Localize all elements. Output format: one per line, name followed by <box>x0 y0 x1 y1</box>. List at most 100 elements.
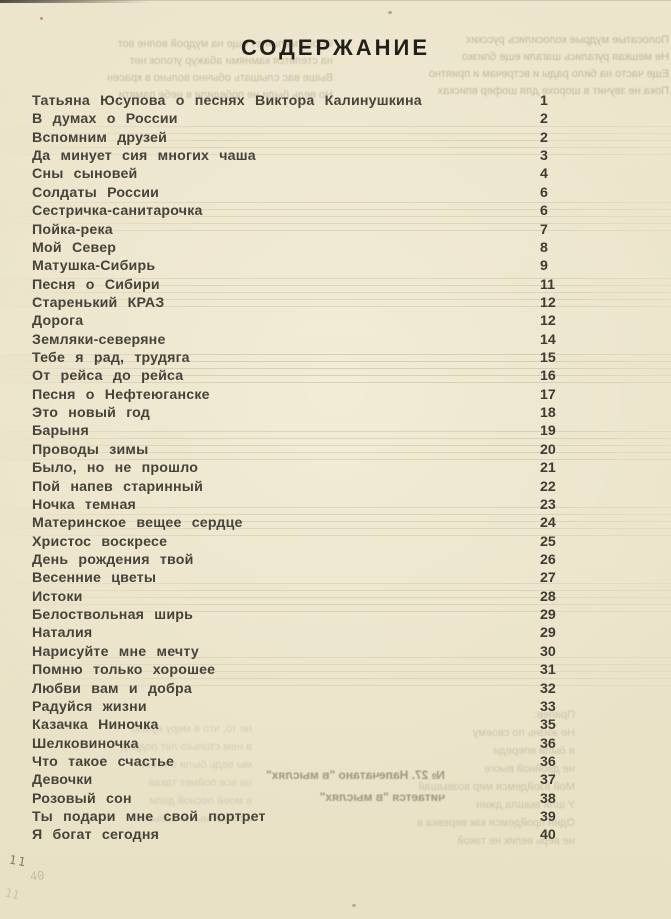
toc-entry-title: Барыня <box>32 423 89 440</box>
toc-entry-title: Материнское вещее сердце <box>32 515 243 532</box>
toc-row: Христос воскресе 25 <box>0 533 671 551</box>
toc-entry-title: Было, но не прошло <box>32 460 199 477</box>
toc-row: Пойка-река 7 <box>0 221 671 239</box>
toc-entry-page-number: 7 <box>540 221 548 238</box>
toc-entry-page-number: 29 <box>540 607 556 624</box>
toc-entry-title: Вспомним друзей <box>32 129 168 146</box>
toc-entry-page-number: 25 <box>540 533 556 550</box>
toc-row: Песня о Сибири 11 <box>0 276 671 294</box>
toc-row: Казачка Ниночка 35 <box>0 716 671 734</box>
toc-entry-page-number: 12 <box>540 313 556 330</box>
toc-entry-title: Сны сыновей <box>32 166 138 183</box>
toc-entry-title: Что такое счастье <box>32 753 175 770</box>
toc-entry-page-number: 35 <box>540 717 556 734</box>
toc-entry-title: Истоки <box>32 588 83 605</box>
toc-entry-page-number: 40 <box>540 827 556 844</box>
toc-entry-title: Мой Север <box>32 239 117 256</box>
toc-entry-page-number: 32 <box>540 680 556 697</box>
toc-entry-page-number: 15 <box>540 350 556 367</box>
toc-row: Сестричка-санитарочка 6 <box>0 202 671 220</box>
toc-entry-title: День рождения твой <box>32 551 194 568</box>
toc-entry-title: Это новый год <box>32 405 151 422</box>
toc-entry-page-number: 2 <box>540 111 548 128</box>
toc-entry-title: В думах о России <box>32 111 178 128</box>
toc-entry-page-number: 29 <box>540 625 556 642</box>
toc-row: Земляки-северяне 14 <box>0 331 671 349</box>
toc-row: Я богат сегодня 40 <box>0 826 671 844</box>
toc-entry-title: Солдаты России <box>32 184 160 201</box>
toc-row: Шелковиночка 36 <box>0 735 671 753</box>
toc-row: Истоки 28 <box>0 588 671 606</box>
toc-entry-page-number: 2 <box>540 129 548 146</box>
toc-row: Песня о Нефтеюганске 17 <box>0 386 671 404</box>
toc-row: В думах о России 2 <box>0 110 671 128</box>
toc-row: День рождения твой 26 <box>0 551 671 569</box>
toc-row: Да минует сия многих чаша 3 <box>0 147 671 165</box>
toc-entry-title: Пой напев старинный <box>32 478 204 495</box>
toc-row: Помню только хорошее 31 <box>0 661 671 679</box>
toc-entry-title: Любви вам и добра <box>32 680 192 697</box>
toc-entry-page-number: 22 <box>540 478 556 495</box>
toc-entry-title: Матушка-Сибирь <box>32 258 156 275</box>
toc-entry-title: Розовый сон <box>32 790 132 807</box>
toc-row: Любви вам и добра 32 <box>0 680 671 698</box>
page-top-edge <box>0 0 671 1</box>
toc-row: Наталия 29 <box>0 624 671 642</box>
toc-entry-title: Весенние цветы <box>32 570 157 587</box>
toc-row: Мой Север 8 <box>0 239 671 257</box>
toc-entry-page-number: 17 <box>540 386 556 403</box>
toc-entry-page-number: 16 <box>540 368 556 385</box>
toc-entry-page-number: 14 <box>540 331 556 348</box>
toc-entry-page-number: 21 <box>540 460 556 477</box>
toc-entry-title: Шелковиночка <box>32 735 139 752</box>
toc-entry-page-number: 37 <box>540 772 556 789</box>
toc-row: Девочки 37 <box>0 771 671 789</box>
toc-row: Материнское вещее сердце 24 <box>0 514 671 532</box>
toc-row: Пой напев старинный 22 <box>0 478 671 496</box>
toc-entry-page-number: 23 <box>540 496 556 513</box>
toc-row: Сны сыновей 4 <box>0 165 671 183</box>
toc-entry-page-number: 1 <box>540 93 548 109</box>
toc-entry-page-number: 28 <box>540 588 556 605</box>
toc-entry-page-number: 6 <box>540 203 548 220</box>
toc-entry-title: Ночка темная <box>32 496 137 513</box>
toc-entry-title: Дорога <box>32 313 84 330</box>
toc-row: Тебе я рад, трудяга 15 <box>0 349 671 367</box>
toc-entry-page-number: 3 <box>540 148 548 165</box>
toc-entry-title: Помню только хорошее <box>32 662 216 679</box>
toc-entry-page-number: 36 <box>540 735 556 752</box>
toc-row: Вспомним друзей 2 <box>0 129 671 147</box>
toc-entry-page-number: 33 <box>540 698 556 715</box>
toc-entry-title: Сестричка-санитарочка <box>32 203 203 220</box>
toc-row: Что такое счастье 36 <box>0 753 671 771</box>
toc-entry-title: Белоствольная ширь <box>32 607 194 624</box>
toc-entry-page-number: 24 <box>540 515 556 532</box>
toc-entry-title: Ты подари мне свой портрет <box>32 809 266 826</box>
toc-list: Татьяна Юсупова о песнях Виктора Калинуш… <box>0 92 671 845</box>
page-title: СОДЕРЖАНИЕ <box>240 35 431 60</box>
toc-entry-page-number: 26 <box>540 551 556 568</box>
toc-entry-title: Я богат сегодня <box>32 827 160 844</box>
toc-entry-title: Радуйся жизни <box>32 698 147 715</box>
toc-row: Ты подари мне свой портрет 39 <box>0 808 671 826</box>
toc-row: Радуйся жизни 33 <box>0 698 671 716</box>
toc-entry-title: От рейса до рейса <box>32 368 184 385</box>
toc-entry-title: Да минует сия многих чаша <box>32 148 256 165</box>
toc-entry-title: Тебе я рад, трудяга <box>32 350 190 367</box>
toc-entry-page-number: 36 <box>540 753 556 770</box>
toc-entry-page-number: 9 <box>540 258 548 275</box>
toc-entry-page-number: 31 <box>540 662 556 679</box>
toc-entry-title: Татьяна Юсупова о песнях Виктора Калинуш… <box>32 93 422 109</box>
toc-entry-title: Песня о Нефтеюганске <box>32 386 210 403</box>
toc-row: Нарисуйте мне мечту 30 <box>0 643 671 661</box>
toc-entry-page-number: 12 <box>540 294 556 311</box>
toc-entry-title: Девочки <box>32 772 93 789</box>
toc-row: Это новый год 18 <box>0 404 671 422</box>
toc-row: Было, но не прошло 21 <box>0 459 671 477</box>
toc-row: Барыня 19 <box>0 422 671 440</box>
toc-row: Проводы зимы 20 <box>0 441 671 459</box>
toc-entry-page-number: 27 <box>540 570 556 587</box>
toc-entry-title: Пойка-река <box>32 221 113 238</box>
toc-entry-title: Нарисуйте мне мечту <box>32 643 199 660</box>
toc-row: Дорога 12 <box>0 312 671 330</box>
